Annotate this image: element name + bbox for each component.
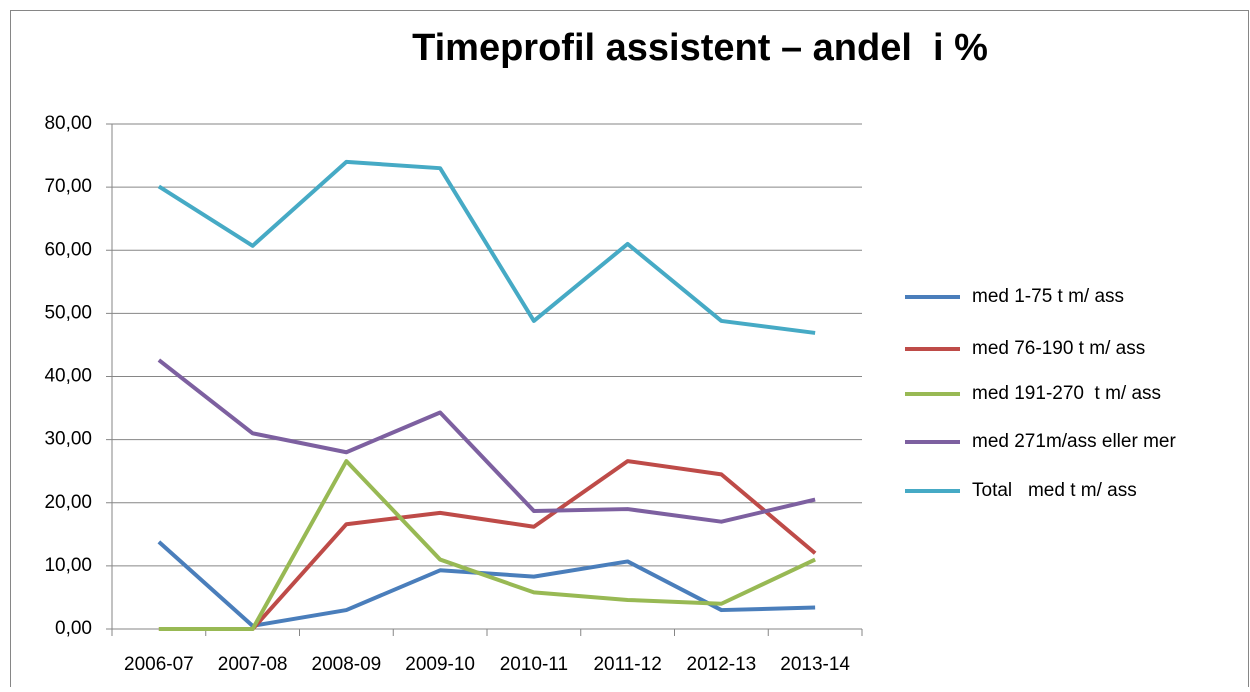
line-series: [157, 159, 816, 335]
legend-label: med 271m/ass eller mer: [972, 431, 1176, 452]
x-tick-label: 2013-14: [780, 654, 850, 675]
legend-label: med 191-270 t m/ ass: [972, 383, 1161, 404]
x-tick-label: 2010-11: [500, 654, 568, 675]
y-tick-label: 20,00: [44, 492, 92, 513]
line-series: [158, 459, 816, 631]
x-tick-label: 2012-13: [687, 654, 757, 675]
legend-label: Total med t m/ ass: [972, 480, 1137, 501]
y-tick-label: 40,00: [44, 366, 92, 387]
x-tick-label: 2008-09: [312, 654, 382, 675]
y-tick-label: 60,00: [44, 239, 92, 260]
y-tick-label: 30,00: [44, 429, 92, 450]
y-tick-label: 10,00: [44, 555, 92, 576]
y-tick-label: 0,00: [55, 618, 92, 639]
y-tick-label: 50,00: [44, 302, 92, 323]
x-tick-label: 2011-12: [593, 654, 661, 675]
legend-label: med 76-190 t m/ ass: [972, 338, 1145, 359]
x-tick-label: 2009-10: [405, 654, 475, 675]
x-tick-label: 2007-08: [218, 654, 288, 675]
line-series: [158, 459, 817, 631]
x-tick-label: 2006-07: [124, 654, 194, 675]
y-tick-label: 80,00: [44, 113, 92, 134]
legend-label: med 1-75 t m/ ass: [972, 286, 1124, 307]
line-series: [157, 358, 816, 524]
y-tick-label: 70,00: [44, 176, 92, 197]
chart-title: Timeprofil assistent – andel i %: [412, 27, 988, 69]
